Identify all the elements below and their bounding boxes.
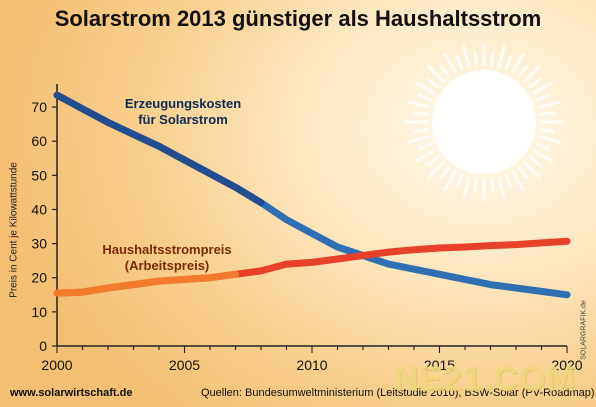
y-tick-label: 40 — [31, 201, 47, 217]
sun-ray — [426, 77, 440, 89]
series-label-solar-line1: Erzeugungskosten — [124, 96, 242, 111]
series-line-household-price-shade — [53, 270, 239, 297]
sun-ray — [538, 100, 561, 109]
sun-ray — [538, 135, 561, 144]
sun-ray — [511, 170, 525, 192]
sun-ray — [427, 65, 445, 83]
series-label-solar-line2: für Solarstrom — [138, 112, 228, 127]
y-tick-label: 20 — [31, 270, 47, 286]
sun-ray — [490, 178, 495, 193]
sun-ray — [532, 81, 554, 95]
y-tick-label: 30 — [31, 236, 47, 252]
sun-ray — [439, 64, 451, 78]
sun-ray — [413, 111, 428, 116]
sun-ray — [536, 93, 551, 102]
y-tick-label: 70 — [31, 99, 47, 115]
sun-ray — [439, 166, 451, 180]
chart-title: Solarstrom 2013 günstiger als Haushaltss… — [54, 6, 542, 31]
series-label-household: Haushaltsstrompreis (Arbeitspreis) — [92, 242, 242, 274]
sun-ray — [523, 65, 541, 83]
sun-ray — [536, 142, 551, 151]
sun-ray — [407, 100, 430, 109]
sun-ray — [427, 161, 445, 179]
footer-url: www.solarwirtschaft.de — [10, 387, 133, 399]
sun-ray — [532, 149, 554, 163]
sun-ray — [473, 178, 478, 193]
series-label-solar: Erzeugungskosten für Solarstrom — [98, 96, 268, 128]
sun-ray — [417, 93, 432, 102]
sun-ray — [528, 77, 542, 89]
sun-ray — [504, 174, 513, 189]
credit-label: SOLARGRAFIK.de — [580, 300, 588, 360]
sun-ray — [414, 81, 436, 95]
sun-ray — [473, 51, 478, 66]
sun-ray — [497, 176, 506, 199]
x-tick-label: 2015 — [424, 357, 455, 373]
sun-ray — [443, 170, 457, 192]
sun-ray — [426, 155, 440, 167]
y-axis-label: Preis in Cent je Kilowattstunde — [8, 162, 20, 298]
series-label-household-line1: Haushaltsstrompreis — [102, 242, 232, 257]
sun-ray — [504, 55, 513, 70]
sun-ray — [455, 174, 464, 189]
y-tick-label: 10 — [31, 304, 47, 320]
sun-ray — [413, 128, 428, 133]
sun-disc — [432, 70, 536, 174]
sun-ray — [490, 51, 495, 66]
sun-ray — [417, 142, 432, 151]
sun-ray — [523, 161, 541, 179]
sun-ray — [443, 52, 457, 74]
sun-ray — [540, 111, 555, 116]
series-line-solar-costs-shade — [53, 91, 265, 207]
sun-ray — [414, 149, 436, 163]
y-tick-label: 50 — [31, 167, 47, 183]
sun-ray — [462, 176, 471, 199]
sun-ray — [407, 135, 430, 144]
y-tick-label: 0 — [39, 338, 47, 354]
series-label-household-line2: (Arbeitspreis) — [124, 258, 210, 273]
x-tick-label: 2005 — [169, 357, 200, 373]
sun-ray — [497, 45, 506, 68]
watermark-logo: NE21.COM — [394, 360, 576, 398]
y-tick-label: 60 — [31, 133, 47, 149]
sun-ray — [455, 55, 464, 70]
sun-ray — [517, 166, 529, 180]
sun-ray — [462, 45, 471, 68]
footer-source: Quellen: Bundesumweltministerium (Leitst… — [201, 387, 595, 399]
x-tick-label: 2020 — [551, 357, 582, 373]
sun-ray — [517, 64, 529, 78]
sun-ray — [528, 155, 542, 167]
x-tick-label: 2010 — [296, 357, 327, 373]
x-tick-label: 2000 — [41, 357, 72, 373]
sun-ray — [511, 52, 525, 74]
sun-ray — [540, 128, 555, 133]
